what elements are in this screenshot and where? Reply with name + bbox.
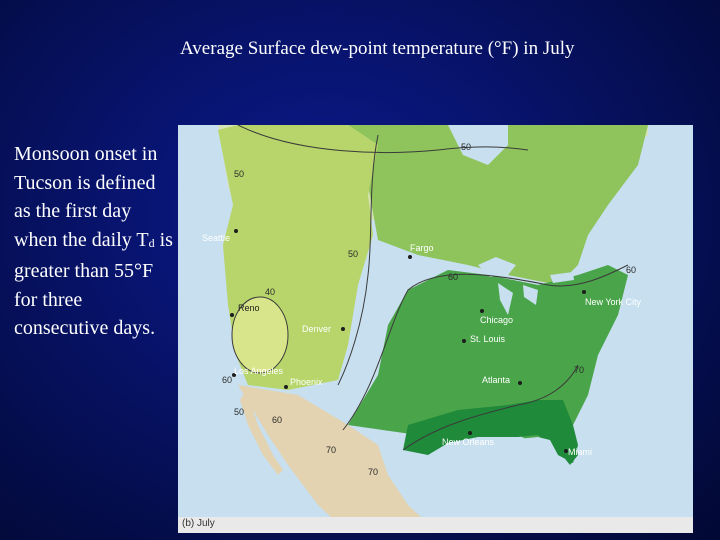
dewpoint-map: 50 50 50 40 50 60 60 60 70 60 70 70 Seat… — [178, 125, 693, 533]
city-dot — [518, 381, 522, 385]
isoline-label: 50 — [348, 249, 358, 259]
isoline-label: 70 — [326, 445, 336, 455]
city-dot — [462, 339, 466, 343]
isoline-label: 50 — [234, 169, 244, 179]
isoline-label: 50 — [461, 142, 471, 152]
isoline-label: 60 — [626, 265, 636, 275]
city-label: Phoenix — [290, 377, 323, 387]
zone-lt40-basin — [232, 297, 288, 373]
map-canvas: 50 50 50 40 50 60 60 60 70 60 70 70 Seat… — [178, 125, 693, 533]
isoline-label: 40 — [265, 287, 275, 297]
mexico-landmass — [238, 385, 438, 533]
city-dot — [232, 373, 236, 377]
florida-peninsula — [538, 420, 578, 465]
isoline-60-central — [342, 264, 629, 431]
baja-peninsula — [240, 390, 283, 475]
city-dot — [564, 449, 568, 453]
city-label: St. Louis — [470, 334, 506, 344]
city-dot — [480, 309, 484, 313]
city-label: Miami — [568, 447, 592, 457]
isoline-50-west — [337, 134, 379, 386]
city-label: Seattle — [202, 233, 230, 243]
body-text-prefix: Monsoon onset in Tucson is defined as th… — [14, 143, 158, 251]
isoline-label: 60 — [222, 375, 232, 385]
city-label: Fargo — [410, 243, 434, 253]
zone-50-60-north — [218, 125, 648, 285]
city-label: Chicago — [480, 315, 513, 325]
isoline-70-gulf — [402, 364, 579, 451]
city-label: Denver — [302, 324, 331, 334]
isoline-label: 60 — [272, 415, 282, 425]
slide-body-text: Monsoon onset in Tucson is defined as th… — [14, 140, 174, 343]
slide-title: Average Surface dew-point temperature (°… — [180, 38, 575, 59]
great-lakes — [478, 257, 574, 315]
city-dot — [408, 255, 412, 259]
city-dot — [582, 290, 586, 294]
city-label: New York City — [585, 297, 642, 307]
city-markers: Seattle Fargo Reno Denver Chicago St. Lo… — [202, 229, 642, 457]
body-text-suffix: is greater than 55°F for three consecuti… — [14, 228, 173, 340]
map-caption-bar: (b) July — [178, 517, 693, 533]
city-label: Los Angeles — [234, 366, 284, 376]
gulf-of-mexico — [403, 437, 558, 520]
map-caption: (b) July — [182, 518, 215, 529]
isoline-label: 60 — [448, 272, 458, 282]
dewpoint-subscript: d — [148, 235, 155, 250]
city-label: Atlanta — [482, 375, 510, 385]
zone-gt70-gulf — [403, 400, 578, 463]
isoline-50-north — [237, 125, 529, 153]
city-dot — [341, 327, 345, 331]
isoline-label: 50 — [234, 407, 244, 417]
city-dot — [468, 431, 472, 435]
isolines — [231, 125, 629, 451]
city-dot — [234, 229, 238, 233]
city-label: Reno — [238, 303, 260, 313]
isoline-label: 70 — [368, 467, 378, 477]
isoline-label: 70 — [574, 365, 584, 375]
hudson-bay — [448, 125, 508, 165]
city-dot — [230, 313, 234, 317]
city-label: New Orleans — [442, 437, 495, 447]
isoline-40-basin — [231, 296, 289, 374]
city-dot — [284, 385, 288, 389]
